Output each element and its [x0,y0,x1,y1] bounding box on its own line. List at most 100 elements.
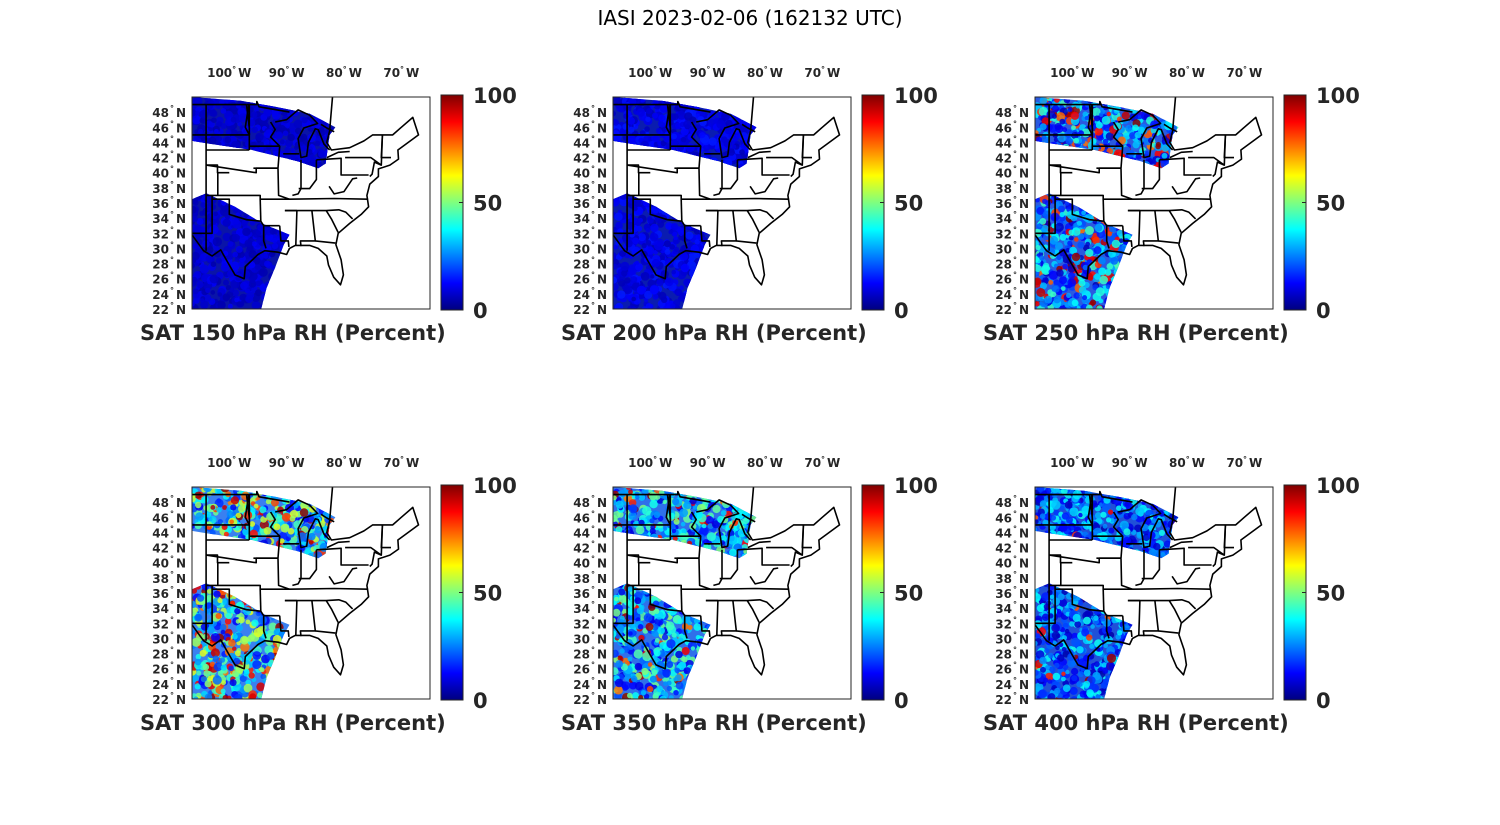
lat-tick-label: 42° N [152,150,186,166]
lat-tick-label: 34° N [152,210,186,226]
lat-tick-label: 38° N [995,570,1029,586]
lat-tick-label: 46° N [995,509,1029,525]
lat-tick-label: 42° N [995,540,1029,556]
lat-tick-label: 30° N [152,240,186,256]
map-panel-400hpa: 100° W 90° W 80° W 70° W 48° N 46° N 44° N 42° N 40° N 38°… [983,450,1403,750]
colorbar-tick-label: 100 [894,474,938,498]
map-figure: 100° W 90° W 80° W 70° W 48° N46° N44° N42° N40° N38°… [983,65,1360,345]
lon-tick-label: 70° W [804,65,840,80]
lat-tick-label: 40° N [152,555,186,571]
lat-tick-label: 40° N [995,555,1029,571]
lat-tick-label: 46° N [995,119,1029,135]
lat-tick-label: 46° N [573,509,607,525]
lat-tick-label: 30° N [995,630,1029,646]
lat-tick-label: 22° N [573,301,607,317]
lat-tick-label: 32° N [152,615,186,631]
panel-caption: SAT 400 hPa RH (Percent) [983,711,1289,735]
lat-tick-label: 22° N [573,691,607,707]
lat-tick-label: 46° N [152,509,186,525]
colorbar-tick-label: 50 [1316,582,1345,606]
lat-tick-label: 46° N [573,119,607,135]
lat-tick-label: 46° N [152,119,186,135]
lat-tick-label: 40° N [573,555,607,571]
lat-tick-label: 24° N [152,286,186,302]
panel-caption: SAT 250 hPa RH (Percent) [983,321,1289,345]
lon-tick-label: 90° W [690,455,726,470]
panel-caption: SAT 300 hPa RH (Percent) [140,711,446,735]
lat-tick-label: 48° N [995,104,1029,120]
lat-tick-label: 32° N [995,225,1029,241]
map-panel-200hpa: 100° W 90° W 80° W 70° W 48° N 46° N 44° N 42° N 40° N 38°… [561,60,981,360]
map-frame [191,486,431,700]
figure-title: IASI 2023-02-06 (162132 UTC) [597,6,903,30]
lat-tick-label: 24° N [573,286,607,302]
state-borders [613,97,841,286]
lat-tick-label: 42° N [995,150,1029,166]
lon-tick-label: 100° W [628,65,672,80]
lat-tick-label: 36° N [995,195,1029,211]
map-panel-150hpa: 100° W 90° W 80° W 70° W 48° N 46° N 44° N 42° N 40° N 38°… [140,60,560,360]
lat-tick-label: 44° N [152,524,186,540]
lon-tick-label: 70° W [383,65,419,80]
colorbar-tick-label: 0 [1316,299,1331,323]
lon-tick-label: 100° W [628,455,672,470]
lat-tick-label: 42° N [573,150,607,166]
colorbar-tick-label: 0 [473,299,488,323]
lat-tick-label: 32° N [573,225,607,241]
map-frame [191,96,431,310]
lat-tick-label: 28° N [573,646,607,662]
lon-tick-label: 100° W [1050,455,1094,470]
lat-tick-label: 30° N [152,630,186,646]
colorbar-tick-label: 0 [1316,689,1331,713]
lon-tick-label: 70° W [804,455,840,470]
lon-tick-label: 100° W [1050,65,1094,80]
lat-tick-label: 30° N [995,240,1029,256]
lon-tick-label: 100° W [207,455,251,470]
lon-tick-label: 90° W [269,65,305,80]
colorbar-tick-label: 0 [894,689,909,713]
lat-tick-label: 48° N [573,104,607,120]
lat-tick-label: 30° N [573,630,607,646]
lat-tick-label: 40° N [995,165,1029,181]
lat-tick-label: 26° N [573,661,607,677]
lat-tick-label: 22° N [152,691,186,707]
lat-tick-label: 28° N [573,256,607,272]
colorbar-tick-label: 100 [473,474,517,498]
lon-tick-label: 70° W [1226,455,1262,470]
colorbar-tick-label: 100 [1316,474,1360,498]
lat-tick-label: 22° N [995,691,1029,707]
lat-tick-label: 38° N [573,570,607,586]
lat-tick-label: 28° N [995,256,1029,272]
map-figure: 100° W 90° W 80° W 70° W 48° N46° N44° N42° N40° N38°… [561,455,938,735]
panel-caption: SAT 150 hPa RH (Percent) [140,321,446,345]
lat-tick-label: 48° N [573,494,607,510]
lat-tick-label: 36° N [573,195,607,211]
lat-tick-label: 40° N [573,165,607,181]
lat-tick-label: 42° N [573,540,607,556]
lat-tick-label: 42° N [152,540,186,556]
lat-tick-label: 34° N [995,600,1029,616]
map-panel-250hpa: 100° W 90° W 80° W 70° W 48° N 46° N 44° N 42° N 40° N 38°… [983,60,1403,360]
lat-tick-label: 34° N [152,600,186,616]
lat-tick-label: 36° N [152,195,186,211]
lat-tick-label: 24° N [152,676,186,692]
lat-tick-label: 32° N [152,225,186,241]
lat-tick-label: 44° N [995,524,1029,540]
lat-tick-label: 40° N [152,165,186,181]
lat-tick-label: 24° N [995,286,1029,302]
state-borders [1035,97,1263,286]
lat-tick-label: 44° N [995,134,1029,150]
colorbar-tick-label: 50 [473,582,502,606]
colorbar-tick-label: 0 [894,299,909,323]
lon-tick-label: 80° W [1169,455,1205,470]
lat-tick-label: 34° N [995,210,1029,226]
lat-tick-label: 38° N [152,570,186,586]
lat-tick-label: 22° N [995,301,1029,317]
panel-caption: SAT 200 hPa RH (Percent) [561,321,867,345]
lon-tick-label: 80° W [747,65,783,80]
lat-tick-label: 26° N [152,271,186,287]
lat-tick-label: 44° N [152,134,186,150]
colorbar-tick-label: 50 [894,582,923,606]
lat-tick-label: 44° N [573,134,607,150]
lat-tick-label: 32° N [995,615,1029,631]
